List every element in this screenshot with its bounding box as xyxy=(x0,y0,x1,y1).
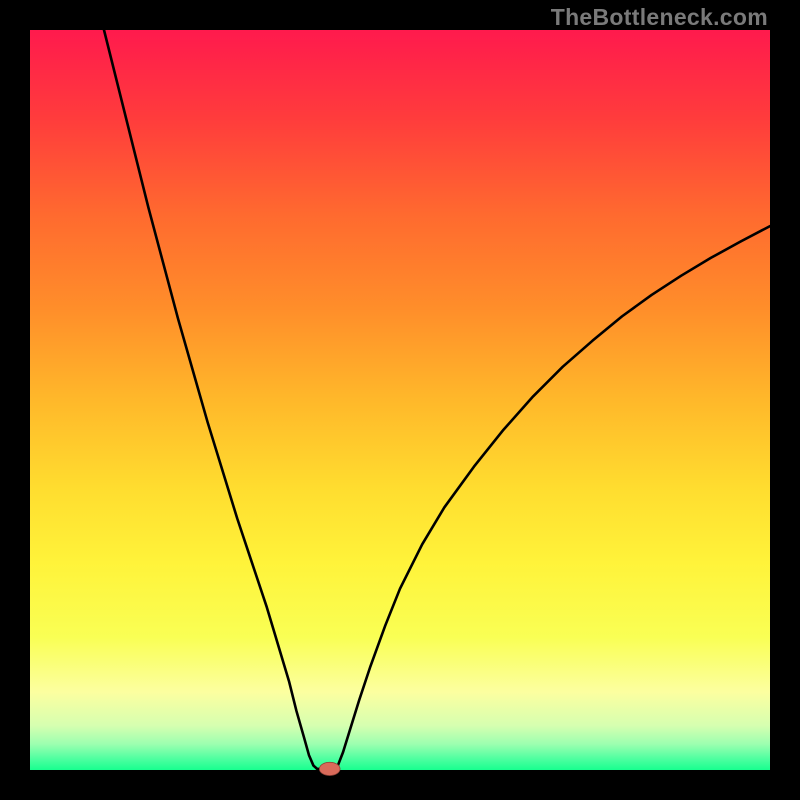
plot-area xyxy=(30,30,770,770)
chart-svg-layer xyxy=(30,30,770,770)
watermark-text: TheBottleneck.com xyxy=(551,4,768,31)
minimum-marker xyxy=(319,762,340,775)
gradient-background xyxy=(30,30,770,770)
chart-frame: TheBottleneck.com xyxy=(0,0,800,800)
